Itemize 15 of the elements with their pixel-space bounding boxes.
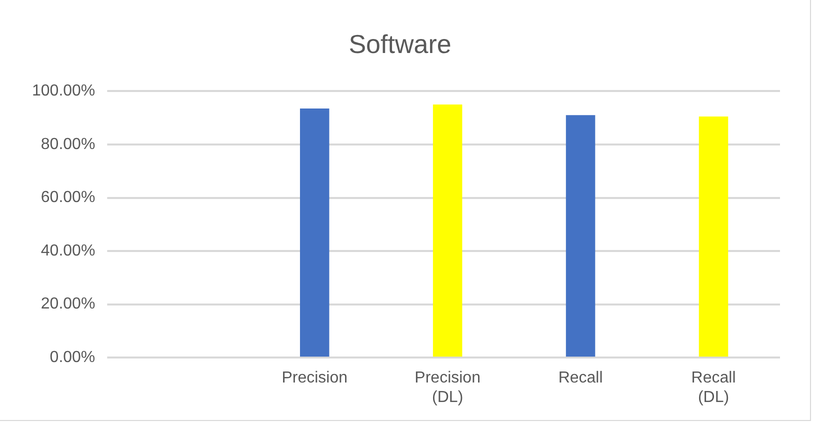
y-tick-label: 80.00%	[40, 136, 96, 153]
y-tick-label: 20.00%	[40, 296, 96, 313]
bar	[698, 116, 728, 357]
x-tick-label: Precision	[282, 370, 348, 387]
bar	[300, 108, 330, 357]
bar	[566, 115, 596, 357]
x-tick-label: Recall	[558, 370, 603, 387]
x-tick-label: Precision (DL)	[414, 370, 480, 406]
y-tick-label: 60.00%	[40, 189, 96, 206]
y-tick-label: 100.00%	[32, 82, 96, 100]
x-tick-label: Recall (DL)	[691, 370, 736, 406]
chart-title: Software	[348, 28, 452, 59]
y-tick-label: 40.00%	[40, 242, 96, 260]
bar	[432, 104, 462, 357]
y-tick-label: 0.00%	[50, 349, 96, 366]
